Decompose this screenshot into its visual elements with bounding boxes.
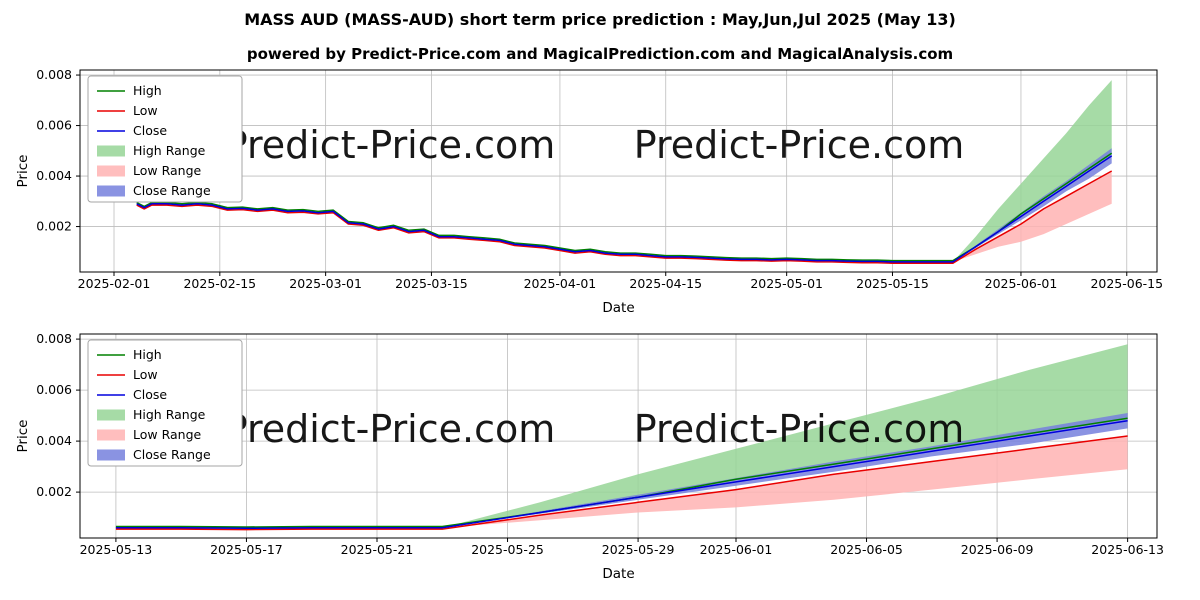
legend-box — [87, 339, 243, 467]
x-tick-label: 2025-05-21 — [341, 542, 414, 557]
legend-swatch-high-range — [97, 145, 125, 157]
x-tick-label: 2025-02-01 — [78, 276, 151, 291]
legend-label-high-range: High Range — [133, 407, 206, 422]
legend-label-close-range: Close Range — [133, 183, 211, 198]
legend-label-close-range: Close Range — [133, 447, 211, 462]
legend-swatch-high-range — [97, 409, 125, 421]
x-tick-label: 2025-06-05 — [830, 542, 903, 557]
x-tick-label: 2025-05-15 — [856, 276, 929, 291]
y-tick-label: 0.004 — [36, 168, 72, 183]
close-range-band — [442, 413, 1128, 528]
x-tick-label: 2025-05-29 — [602, 542, 675, 557]
legend-label-high: High — [133, 83, 162, 98]
chart-subtitle: powered by Predict-Price.com and Magical… — [246, 45, 954, 63]
watermark-text: Predict-Price.com — [225, 407, 556, 451]
legend-box — [87, 75, 243, 203]
legend-label-low-range: Low Range — [133, 163, 202, 178]
low-line — [136, 170, 1113, 264]
close-line — [115, 419, 1128, 530]
y-tick-label: 0.008 — [36, 331, 72, 346]
x-tick-label: 2025-06-01 — [985, 276, 1058, 291]
close-line — [136, 155, 1113, 263]
watermark-text: Predict-Price.com — [634, 123, 965, 167]
bottom-chart-svg: Predict-Price.com Predict-Price.com 2025-0… — [15, 331, 1164, 582]
y-tick-label: 0.002 — [36, 219, 72, 234]
close-range-band — [952, 148, 1112, 262]
x-tick-label: 2025-05-25 — [471, 542, 544, 557]
x-tick-label: 2025-03-01 — [289, 276, 362, 291]
chart-title: MASS AUD (MASS-AUD) short term price pre… — [244, 10, 956, 29]
x-tick-label: 2025-05-01 — [750, 276, 823, 291]
high-line — [136, 152, 1113, 262]
legend-swatch-low-range — [97, 429, 125, 441]
x-tick-label: 2025-05-13 — [80, 542, 153, 557]
legend-swatch-close-range — [97, 449, 125, 461]
watermark-text: Predict-Price.com — [225, 123, 556, 167]
legend-label-high-range: High Range — [133, 143, 206, 158]
low-line — [115, 435, 1128, 531]
x-tick-label: 2025-06-15 — [1090, 276, 1163, 291]
x-axis-label: Date — [602, 566, 634, 582]
plot-border — [79, 69, 1158, 273]
y-tick-label: 0.008 — [36, 67, 72, 82]
x-tick-label: 2025-04-15 — [629, 276, 702, 291]
legend-swatch-low-range — [97, 165, 125, 177]
legend-label-low: Low — [133, 367, 158, 382]
x-tick-label: 2025-06-01 — [700, 542, 773, 557]
legend-label-close: Close — [133, 123, 167, 138]
plot-border — [79, 333, 1158, 539]
x-tick-label: 2025-06-09 — [961, 542, 1034, 557]
legend-label-low: Low — [133, 103, 158, 118]
x-tick-label: 2025-02-15 — [183, 276, 256, 291]
y-tick-label: 0.006 — [36, 118, 72, 133]
x-tick-label: 2025-06-13 — [1091, 542, 1164, 557]
legend-label-low-range: Low Range — [133, 427, 202, 442]
legend-label-close: Close — [133, 387, 167, 402]
y-tick-label: 0.004 — [36, 433, 72, 448]
y-axis-label: Price — [15, 420, 31, 453]
x-axis-label: Date — [602, 300, 634, 316]
watermark-text: Predict-Price.com — [634, 407, 965, 451]
high-range-band — [952, 80, 1112, 262]
legend-label-high: High — [133, 347, 162, 362]
y-tick-label: 0.006 — [36, 382, 72, 397]
x-tick-label: 2025-03-15 — [395, 276, 468, 291]
legend-swatch-close-range — [97, 185, 125, 197]
x-tick-label: 2025-04-01 — [524, 276, 597, 291]
top-chart-svg: Predict-Price.com Predict-Price.com 2025-0… — [15, 67, 1163, 316]
x-tick-label: 2025-05-17 — [210, 542, 283, 557]
high-range-band — [442, 344, 1128, 528]
y-tick-label: 0.002 — [36, 484, 72, 499]
y-axis-label: Price — [15, 155, 31, 188]
